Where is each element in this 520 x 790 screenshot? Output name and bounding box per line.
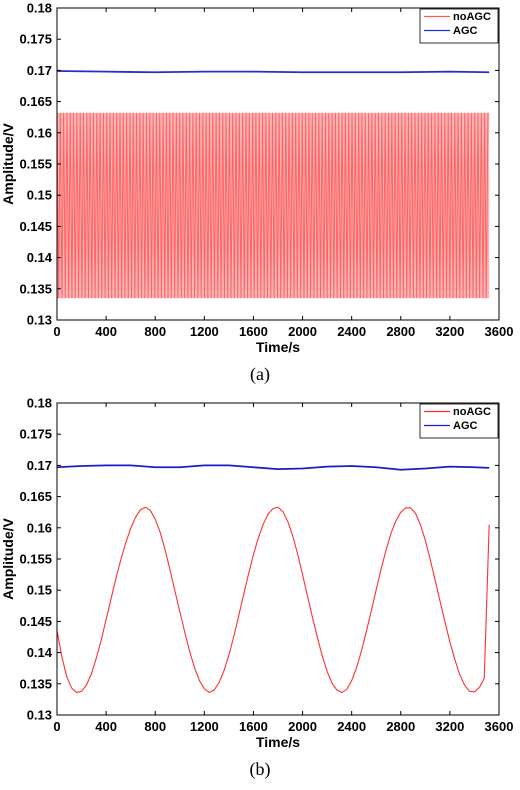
series-line-AGC	[56, 70, 490, 74]
legend-label-noAGC: noAGC	[453, 11, 491, 23]
chart-b: 0 400 800 1200 1600 2000 2400 2800 3200 3600 0.13 0…	[0, 396, 514, 751]
y-tick-label: 0.17	[27, 63, 52, 78]
series-line-noAGC	[56, 112, 489, 299]
legend-label-noAGC: noAGC	[453, 406, 491, 418]
y-tick-label: 0.15	[27, 583, 52, 598]
series-band-noAGC	[57, 112, 490, 299]
x-axis-label: Time/s	[256, 339, 300, 355]
x-tick-label: 3600	[485, 719, 514, 734]
x-tick-label: 1200	[190, 719, 219, 734]
caption-b: (b)	[249, 759, 271, 779]
chart-a: 0 400 800 1200 1600 2000 2400 2800 3200 3600 0.13 0…	[0, 1, 514, 356]
y-tick-label: 0.145	[19, 614, 52, 629]
chart-panel-a: 0 400 800 1200 1600 2000 2400 2800 3200 3600 0.13 0…	[0, 1, 514, 385]
x-tick-label: 0	[53, 324, 60, 339]
x-tick-label: 2000	[288, 324, 317, 339]
legend-label-AGC: AGC	[453, 25, 478, 37]
y-tick-label: 0.16	[27, 125, 52, 140]
x-tick-label: 2400	[337, 324, 366, 339]
y-tick-label: 0.16	[27, 520, 52, 535]
y-tick-label: 0.17	[27, 458, 52, 473]
y-tick-label: 0.14	[27, 250, 53, 265]
y-tick-label: 0.155	[19, 157, 52, 172]
x-tick-label: 400	[95, 324, 117, 339]
x-tick-label: 0	[53, 719, 60, 734]
x-tick-label: 1600	[239, 719, 268, 734]
chart-panel-b: 0 400 800 1200 1600 2000 2400 2800 3200 3600 0.13 0…	[0, 395, 520, 790]
y-tick-label: 0.135	[19, 281, 52, 296]
legend-label-AGC: AGC	[453, 420, 478, 432]
y-axis-label: Amplitude/V	[0, 518, 16, 600]
y-tick-label: 0.18	[27, 1, 52, 16]
y-tick-label: 0.145	[19, 219, 52, 234]
y-axis-label: Amplitude/V	[0, 123, 16, 205]
y-tick-label: 0.15	[27, 188, 52, 203]
y-tick-label: 0.175	[19, 32, 52, 47]
y-tick-label: 0.14	[27, 645, 53, 660]
x-tick-label: 3200	[435, 324, 464, 339]
y-tick-label: 0.135	[19, 676, 52, 691]
y-tick-label: 0.155	[19, 552, 52, 567]
y-tick-label: 0.13	[27, 313, 52, 328]
x-tick-label: 2800	[386, 324, 415, 339]
legend-box	[419, 403, 499, 439]
y-tick-label: 0.175	[19, 427, 52, 442]
series-line-noAGC	[56, 506, 490, 694]
y-tick-label: 0.13	[27, 708, 52, 723]
caption-a: (a)	[250, 364, 270, 384]
plot-area	[57, 403, 499, 715]
x-tick-label: 3600	[485, 324, 514, 339]
x-axis-label: Time/s	[256, 734, 300, 750]
y-tick-label: 0.165	[19, 489, 52, 504]
x-tick-label: 800	[144, 324, 166, 339]
series-line-AGC	[56, 464, 490, 471]
x-tick-label: 800	[144, 719, 166, 734]
x-tick-label: 1600	[239, 324, 268, 339]
x-tick-label: 3200	[435, 719, 464, 734]
y-tick-label: 0.18	[27, 396, 52, 411]
x-tick-label: 2000	[288, 719, 317, 734]
x-tick-label: 400	[95, 719, 117, 734]
x-tick-label: 2400	[337, 719, 366, 734]
y-tick-label: 0.165	[19, 94, 52, 109]
legend-box	[419, 8, 499, 44]
x-tick-label: 2800	[386, 719, 415, 734]
x-tick-label: 1200	[190, 324, 219, 339]
